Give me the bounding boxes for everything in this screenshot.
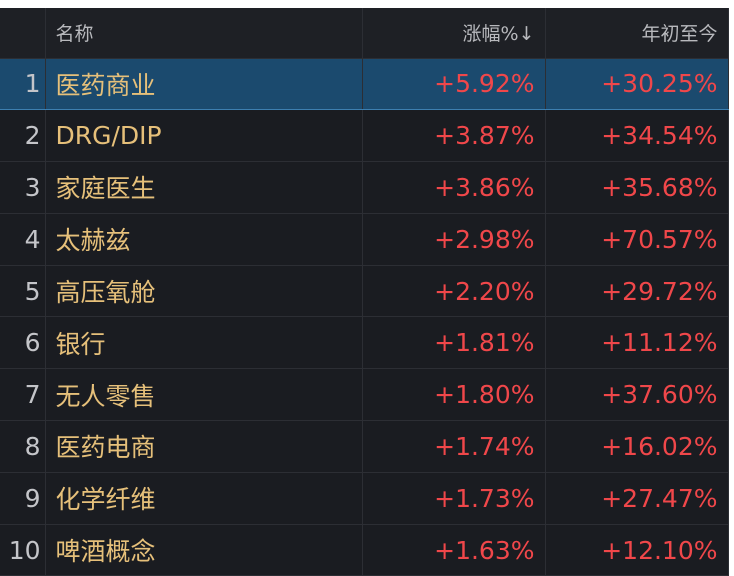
sector-row[interactable]: 3 家庭医生 +3.86% +35.68% <box>0 161 729 214</box>
sector-table: 名称 涨幅%↓ 年初至今 1 医药商业 +5.92% +30.25% 2 DRG/DIP +… <box>0 8 729 576</box>
ytd-change: +34.54% <box>545 109 729 163</box>
change-percent: +1.80% <box>362 368 546 422</box>
sector-name: DRG/DIP <box>45 109 363 163</box>
ytd-change: +37.60% <box>545 368 729 422</box>
change-percent: +3.86% <box>362 161 546 214</box>
sector-row[interactable]: 2 DRG/DIP +3.87% +34.54% <box>0 109 729 163</box>
table-body: 1 医药商业 +5.92% +30.25% 2 DRG/DIP +3.87% +34.54% 3… <box>0 57 729 576</box>
sector-row[interactable]: 9 化学纤维 +1.73% +27.47% <box>0 472 729 525</box>
ytd-change: +70.57% <box>545 213 729 266</box>
row-index: 4 <box>0 213 46 266</box>
change-percent: +2.98% <box>362 213 546 266</box>
sector-name: 家庭医生 <box>45 161 363 214</box>
sector-name: 太赫兹 <box>45 213 363 266</box>
column-header[interactable]: 涨幅%↓ <box>362 8 546 59</box>
stock-sector-panel: 名称 涨幅%↓ 年初至今 1 医药商业 +5.92% +30.25% 2 DRG/DIP +… <box>0 8 729 576</box>
table-header: 名称 涨幅%↓ 年初至今 <box>0 8 729 59</box>
sector-name: 无人零售 <box>45 368 363 422</box>
change-percent: +2.20% <box>362 265 546 318</box>
ytd-change: +30.25% <box>545 57 729 111</box>
sector-row[interactable]: 1 医药商业 +5.92% +30.25% <box>0 57 729 111</box>
sector-row[interactable]: 4 太赫兹 +2.98% +70.57% <box>0 213 729 266</box>
sector-row[interactable]: 10 啤酒概念 +1.63% +12.10% <box>0 524 729 576</box>
ytd-change: +35.68% <box>545 161 729 214</box>
row-index: 10 <box>0 524 46 576</box>
header-row: 名称 涨幅%↓ 年初至今 <box>0 8 729 59</box>
sector-name: 医药电商 <box>45 420 363 473</box>
ytd-change: +16.02% <box>545 420 729 473</box>
row-index: 3 <box>0 161 46 214</box>
column-header[interactable]: 年初至今 <box>545 8 729 59</box>
row-index: 2 <box>0 109 46 163</box>
sector-row[interactable]: 6 银行 +1.81% +11.12% <box>0 316 729 370</box>
row-index: 8 <box>0 420 46 473</box>
change-percent: +3.87% <box>362 109 546 163</box>
sector-row[interactable]: 8 医药电商 +1.74% +16.02% <box>0 420 729 473</box>
ytd-change: +29.72% <box>545 265 729 318</box>
change-percent: +1.63% <box>362 524 546 576</box>
index-header <box>0 8 46 59</box>
change-percent: +5.92% <box>362 57 546 111</box>
sector-name: 银行 <box>45 316 363 370</box>
sector-row[interactable]: 7 无人零售 +1.80% +37.60% <box>0 368 729 422</box>
sector-name: 医药商业 <box>45 57 363 111</box>
ytd-change: +11.12% <box>545 316 729 370</box>
ytd-change: +27.47% <box>545 472 729 525</box>
sector-row[interactable]: 5 高压氧舱 +2.20% +29.72% <box>0 265 729 318</box>
change-percent: +1.81% <box>362 316 546 370</box>
row-index: 9 <box>0 472 46 525</box>
ytd-change: +12.10% <box>545 524 729 576</box>
row-index: 1 <box>0 57 46 111</box>
change-percent: +1.74% <box>362 420 546 473</box>
row-index: 6 <box>0 316 46 370</box>
row-index: 5 <box>0 265 46 318</box>
sector-name: 啤酒概念 <box>45 524 363 576</box>
change-percent: +1.73% <box>362 472 546 525</box>
sector-name: 高压氧舱 <box>45 265 363 318</box>
column-header[interactable]: 名称 <box>45 8 363 59</box>
sector-name: 化学纤维 <box>45 472 363 525</box>
row-index: 7 <box>0 368 46 422</box>
